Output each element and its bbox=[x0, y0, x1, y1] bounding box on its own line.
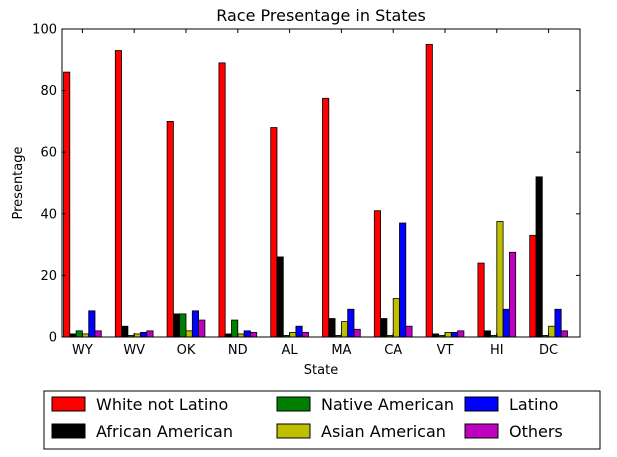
bar-wy-latino bbox=[88, 310, 96, 338]
x-tick-label: DC bbox=[539, 343, 558, 358]
bar-wv-african-american bbox=[121, 325, 129, 338]
legend-label: African American bbox=[96, 422, 233, 441]
bar-wy-native-american bbox=[75, 330, 83, 338]
x-axis-label: State bbox=[304, 363, 338, 378]
bar-hi-others bbox=[508, 251, 517, 338]
bar-wv-white-not-latino bbox=[114, 50, 123, 338]
bar-ca-white-not-latino bbox=[373, 210, 381, 338]
x-axis-ticks: WY WV OK ND AL MA CA VT HI DC bbox=[72, 29, 558, 358]
y-tick-label: 0 bbox=[49, 331, 57, 346]
bar-wy-white-not-latino bbox=[63, 71, 71, 338]
bar-nd-white-not-latino bbox=[218, 62, 226, 338]
bar-wy-others bbox=[94, 330, 102, 338]
bar-vt-white-not-latino bbox=[425, 44, 433, 338]
bar-wv-others bbox=[146, 330, 154, 338]
bar-hi-asian-american bbox=[496, 221, 504, 338]
bar-ma-african-american bbox=[328, 318, 336, 338]
bar-ca-asian-american bbox=[392, 298, 400, 338]
legend-swatch bbox=[51, 423, 86, 439]
bar-ca-others bbox=[405, 325, 413, 338]
bar-nd-others bbox=[249, 331, 258, 338]
y-tick-label: 20 bbox=[40, 269, 57, 284]
legend-label: Others bbox=[509, 422, 563, 441]
legend-swatch bbox=[276, 423, 311, 439]
x-tick-label: MA bbox=[331, 343, 351, 358]
legend-swatch bbox=[51, 396, 86, 412]
legend: White not Latino African American Native A… bbox=[43, 390, 601, 450]
bars bbox=[63, 44, 568, 338]
legend-label: Asian American bbox=[321, 422, 446, 441]
x-tick-label: WY bbox=[72, 343, 93, 358]
bar-nd-latino bbox=[243, 330, 251, 338]
y-tick-label: 100 bbox=[32, 23, 57, 38]
bar-dc-african-american bbox=[535, 176, 543, 338]
legend-label: White not Latino bbox=[96, 395, 228, 414]
bar-ok-white-not-latino bbox=[166, 121, 174, 338]
legend-swatch bbox=[464, 423, 499, 439]
x-tick-label: CA bbox=[384, 343, 402, 358]
bar-wv-latino bbox=[140, 331, 148, 338]
bar-ma-latino bbox=[347, 308, 355, 338]
bar-hi-white-not-latino bbox=[477, 262, 485, 338]
bar-vt-latino bbox=[450, 331, 458, 338]
bar-al-others bbox=[301, 331, 309, 338]
plot-frame bbox=[61, 28, 581, 338]
chart-title: Race Presentage in States bbox=[216, 6, 426, 25]
y-axis-label: Presentage bbox=[11, 147, 26, 220]
bar-dc-others bbox=[560, 330, 568, 338]
bar-nd-native-american bbox=[231, 319, 239, 338]
y-tick-label: 40 bbox=[40, 207, 57, 222]
x-tick-label: VT bbox=[437, 343, 454, 358]
bar-vt-asian-american bbox=[444, 331, 452, 338]
legend-label: Latino bbox=[509, 395, 558, 414]
bar-ma-white-not-latino bbox=[322, 97, 330, 338]
bar-dc-white-not-latino bbox=[529, 234, 537, 338]
bar-ma-asian-american bbox=[340, 321, 349, 338]
bar-ma-others bbox=[353, 328, 361, 338]
y-axis-ticks: 0 20 40 60 80 100 bbox=[32, 23, 580, 346]
bar-hi-african-american bbox=[483, 330, 491, 338]
bar-dc-asian-american bbox=[548, 325, 556, 338]
bar-ok-native-american bbox=[179, 313, 187, 338]
bar-ok-african-american bbox=[172, 313, 181, 338]
bar-ca-latino bbox=[399, 222, 407, 338]
bar-al-african-american bbox=[276, 256, 284, 338]
x-tick-label: ND bbox=[228, 343, 248, 358]
bar-dc-latino bbox=[554, 308, 562, 338]
y-tick-label: 60 bbox=[40, 146, 57, 161]
bar-al-white-not-latino bbox=[270, 127, 278, 338]
bar-ok-latino bbox=[191, 310, 200, 338]
legend-swatch bbox=[464, 396, 499, 412]
y-tick-label: 80 bbox=[40, 84, 57, 99]
legend-swatch bbox=[276, 396, 311, 412]
x-tick-label: WV bbox=[123, 343, 145, 358]
bar-al-asian-american bbox=[289, 331, 297, 338]
bar-al-latino bbox=[295, 325, 303, 338]
x-tick-label: OK bbox=[177, 343, 196, 358]
legend-frame bbox=[43, 390, 601, 450]
bar-ok-asian-american bbox=[185, 330, 193, 338]
x-tick-label: HI bbox=[490, 343, 504, 358]
x-tick-label: AL bbox=[282, 343, 299, 358]
bar-ok-others bbox=[198, 319, 206, 338]
legend-label: Native American bbox=[321, 395, 454, 414]
bar-vt-others bbox=[457, 330, 465, 338]
bar-ca-african-american bbox=[380, 318, 388, 338]
bar-hi-latino bbox=[502, 308, 510, 338]
